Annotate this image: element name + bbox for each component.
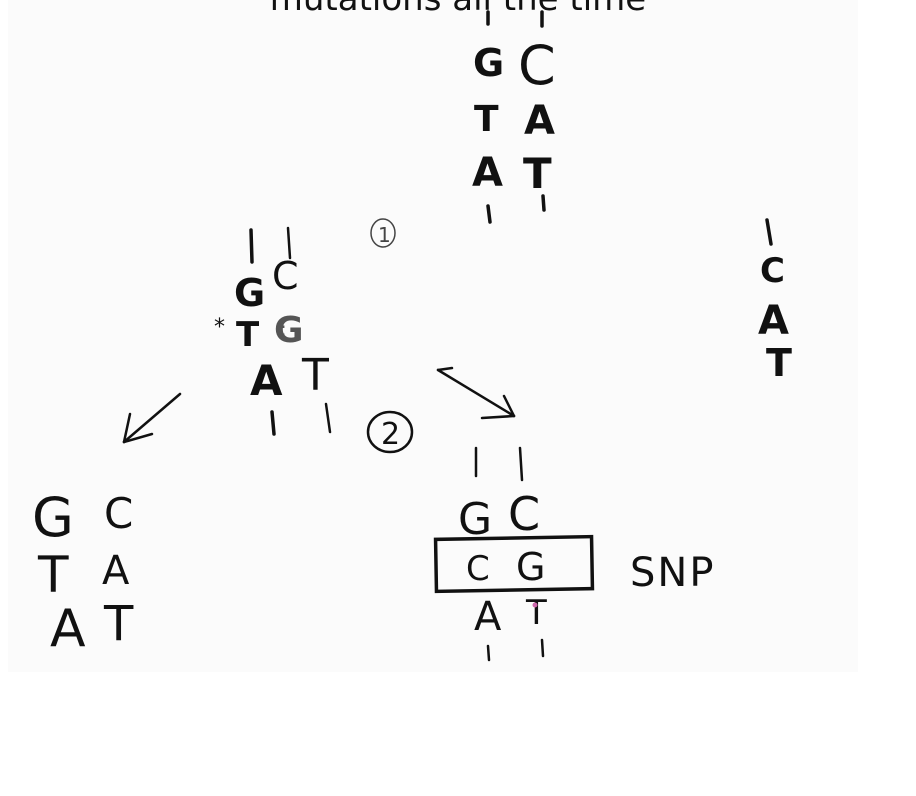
arrow-down-right xyxy=(436,366,516,420)
top-strand-right-base: A xyxy=(524,98,555,144)
mismatch-mark: : xyxy=(280,317,287,341)
outcome-left-base-partner: T xyxy=(103,596,134,652)
snp-base-partner: T xyxy=(525,593,547,633)
top-strand-right-tail xyxy=(541,194,546,212)
step-1-circle xyxy=(370,218,396,248)
arrow-down-left xyxy=(122,392,182,444)
outcome-left-base-partner: A xyxy=(102,548,130,594)
right-strand-backbone xyxy=(765,218,773,246)
right-strand-base: A xyxy=(758,298,789,344)
top-strand-right-base: T xyxy=(523,149,552,198)
right-strand-base: C xyxy=(760,251,785,291)
snp-mutated-base: C xyxy=(466,549,490,589)
pink-ink-dot xyxy=(532,602,538,608)
top-dna-strand xyxy=(486,10,546,224)
mutated-left-tail xyxy=(270,410,276,436)
top-strand-letters: G T A C A T xyxy=(472,34,556,198)
top-strand-right-base: C xyxy=(518,34,556,97)
step-2-number: 2 xyxy=(381,417,400,452)
snp-right-tail xyxy=(540,638,545,658)
outcome-left-base: A xyxy=(50,599,86,659)
outcome-left-strand: G T A C A T xyxy=(32,486,134,659)
top-strand-left-base: G xyxy=(473,41,504,85)
step-2-label: 2 xyxy=(366,410,414,454)
top-strand-left-tail xyxy=(486,204,492,224)
mutated-left-base: G xyxy=(234,271,265,315)
mutated-left-base: T xyxy=(236,315,260,355)
top-strand-left-base: T xyxy=(474,99,499,140)
step-2-circle xyxy=(366,410,414,454)
snp-label: SNP xyxy=(630,550,715,596)
page-title: mutations all the time xyxy=(0,0,916,16)
mutated-right-backbone xyxy=(286,226,292,260)
step-1-label: 1 xyxy=(370,218,396,248)
mutated-right-base: C xyxy=(272,254,299,298)
snp-base-partner: C xyxy=(508,487,540,541)
step-1-number: 1 xyxy=(378,223,391,247)
outcome-left-base: T xyxy=(37,546,69,604)
right-strand-base: T xyxy=(766,341,792,385)
top-strand-left-base: A xyxy=(472,150,503,196)
snp-right-backbone xyxy=(518,446,524,482)
outcome-snp-strand: G C A C G T SNP xyxy=(433,446,715,662)
board-background xyxy=(8,0,858,672)
outcome-left-base: G xyxy=(32,486,74,549)
mutated-right-tail xyxy=(324,402,332,434)
mutated-right-base-g: G xyxy=(274,310,304,351)
snp-mutated-base-partner: G xyxy=(516,545,545,589)
mutated-dna-strand: * G T A C G T : xyxy=(214,226,332,436)
mutated-left-base: A xyxy=(250,356,283,405)
snp-base: G xyxy=(458,494,492,545)
right-single-strand: C A T xyxy=(758,218,792,385)
snp-base: A xyxy=(474,594,502,640)
mutated-left-backbone xyxy=(249,228,254,264)
snp-left-tail xyxy=(486,644,491,662)
snp-highlight-box xyxy=(433,534,595,594)
mutated-right-base: T xyxy=(301,350,329,401)
outcome-left-base-partner: C xyxy=(104,489,133,538)
mutation-star-marker: * xyxy=(214,315,225,340)
